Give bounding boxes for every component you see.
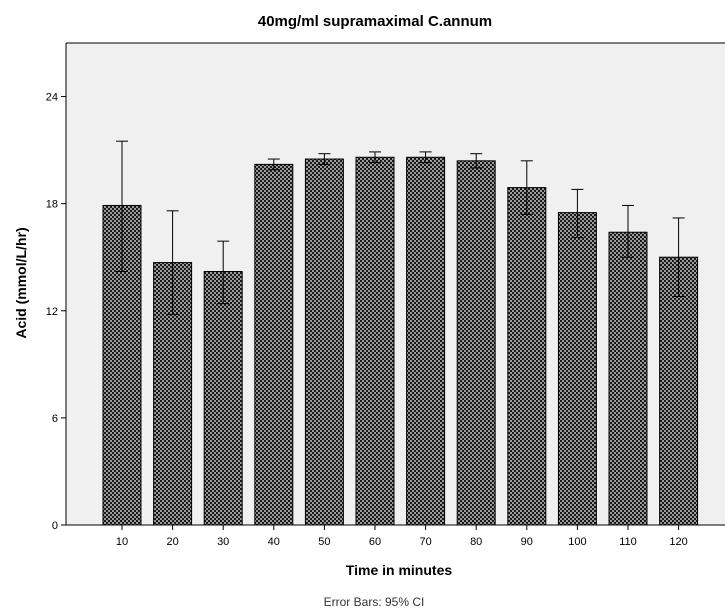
y-tick-label: 18 bbox=[46, 199, 58, 211]
bar bbox=[203, 271, 243, 526]
y-axis-label: Acid (mmol/L/hr) bbox=[13, 227, 29, 338]
x-tick-label: 90 bbox=[521, 536, 533, 548]
x-tick-label: 80 bbox=[470, 536, 482, 548]
bar bbox=[507, 187, 547, 526]
error-bars-note: Error Bars: 95% CI bbox=[324, 595, 425, 609]
bar bbox=[304, 158, 344, 526]
x-tick-label: 120 bbox=[669, 536, 687, 548]
bar bbox=[608, 231, 648, 526]
x-tick-label: 60 bbox=[369, 536, 381, 548]
chart-title: 40mg/ml supramaximal C.annum bbox=[258, 13, 492, 30]
x-tick-label: 110 bbox=[619, 536, 637, 548]
bar bbox=[456, 160, 496, 526]
x-tick-label: 70 bbox=[419, 536, 431, 548]
bar bbox=[557, 212, 597, 526]
bar bbox=[254, 163, 294, 526]
y-ticks: 0 6 12 18 24 bbox=[46, 92, 66, 532]
x-tick-label: 10 bbox=[116, 536, 128, 548]
y-tick-label: 12 bbox=[46, 306, 58, 318]
y-tick-label: 24 bbox=[46, 92, 58, 104]
x-ticks: 10 20 30 40 50 60 70 80 90 100 110 120 bbox=[116, 525, 688, 548]
x-tick-label: 100 bbox=[568, 536, 586, 548]
y-tick-label: 0 bbox=[52, 520, 58, 532]
x-tick-label: 40 bbox=[268, 536, 280, 548]
x-tick-label: 30 bbox=[217, 536, 229, 548]
x-tick-label: 20 bbox=[166, 536, 178, 548]
x-axis-label: Time in minutes bbox=[346, 562, 453, 578]
bar bbox=[659, 256, 699, 526]
x-tick-label: 50 bbox=[318, 536, 330, 548]
error-bars bbox=[116, 140, 685, 315]
bars bbox=[102, 156, 699, 526]
bar bbox=[406, 156, 446, 526]
y-tick-label: 6 bbox=[52, 413, 58, 425]
bar bbox=[355, 156, 395, 526]
